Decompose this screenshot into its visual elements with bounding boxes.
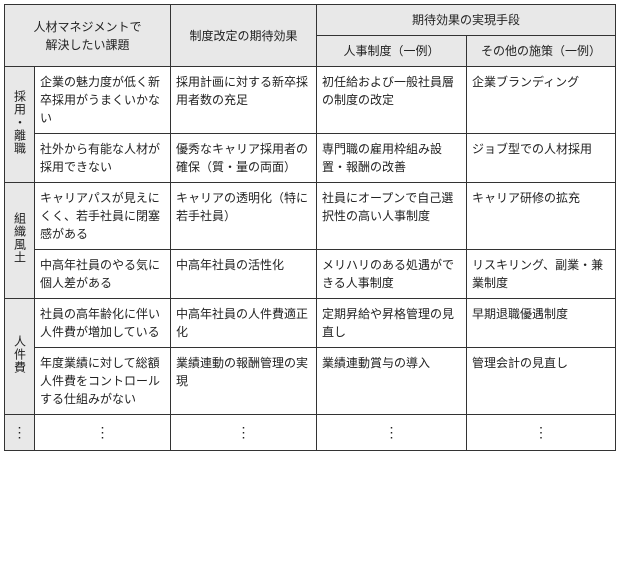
cell-issue: 社員の高年齢化に伴い人件費が増加している bbox=[35, 299, 171, 348]
cell-other: キャリア研修の拡充 bbox=[467, 183, 616, 250]
ellipsis-row: ⋮ ⋮ ⋮ ⋮ ⋮ bbox=[5, 415, 616, 451]
cell-other: リスキリング、副業・兼業制度 bbox=[467, 250, 616, 299]
cell-issue: 社外から有能な人材が採用できない bbox=[35, 134, 171, 183]
category-cell: 人件費 bbox=[5, 299, 35, 415]
hr-issues-table: 人材マネジメントで 解決したい課題 制度改定の期待効果 期待効果の実現手段 人事… bbox=[4, 4, 616, 451]
cell-hr: 定期昇給や昇格管理の見直し bbox=[317, 299, 467, 348]
cell-other: 管理会計の見直し bbox=[467, 348, 616, 415]
ellipsis-cell: ⋮ bbox=[35, 415, 171, 451]
cell-hr: 専門職の雇用枠組み設置・報酬の改善 bbox=[317, 134, 467, 183]
cell-effect: 優秀なキャリア採用者の確保（質・量の両面） bbox=[171, 134, 317, 183]
cell-issue: 年度業績に対して総額人件費をコントロールする仕組みがない bbox=[35, 348, 171, 415]
cell-hr: メリハリのある処遇ができる人事制度 bbox=[317, 250, 467, 299]
table-row: 採用・離職 企業の魅力度が低く新卒採用がうまくいかない 採用計画に対する新卒採用… bbox=[5, 67, 616, 134]
cell-effect: キャリアの透明化（特に若手社員） bbox=[171, 183, 317, 250]
ellipsis-cell: ⋮ bbox=[171, 415, 317, 451]
cell-issue: キャリアパスが見えにくく、若手社員に閉塞感がある bbox=[35, 183, 171, 250]
ellipsis-cell: ⋮ bbox=[317, 415, 467, 451]
cell-other: ジョブ型での人材採用 bbox=[467, 134, 616, 183]
header-hr: 人事制度（一例） bbox=[317, 36, 467, 67]
cell-effect: 中高年社員の人件費適正化 bbox=[171, 299, 317, 348]
header-effect: 制度改定の期待効果 bbox=[171, 5, 317, 67]
cell-issue: 企業の魅力度が低く新卒採用がうまくいかない bbox=[35, 67, 171, 134]
category-cell: 採用・離職 bbox=[5, 67, 35, 183]
table-row: 社外から有能な人材が採用できない 優秀なキャリア採用者の確保（質・量の両面） 専… bbox=[5, 134, 616, 183]
ellipsis-cell: ⋮ bbox=[5, 415, 35, 451]
cell-effect: 採用計画に対する新卒採用者数の充足 bbox=[171, 67, 317, 134]
table-row: 組織風土 キャリアパスが見えにくく、若手社員に閉塞感がある キャリアの透明化（特… bbox=[5, 183, 616, 250]
cell-effect: 業績連動の報酬管理の実現 bbox=[171, 348, 317, 415]
table-row: 年度業績に対して総額人件費をコントロールする仕組みがない 業績連動の報酬管理の実… bbox=[5, 348, 616, 415]
table-row: 人件費 社員の高年齢化に伴い人件費が増加している 中高年社員の人件費適正化 定期… bbox=[5, 299, 616, 348]
ellipsis-cell: ⋮ bbox=[467, 415, 616, 451]
cell-other: 早期退職優遇制度 bbox=[467, 299, 616, 348]
cell-issue: 中高年社員のやる気に個人差がある bbox=[35, 250, 171, 299]
cell-hr: 業績連動賞与の導入 bbox=[317, 348, 467, 415]
category-label: 人件費 bbox=[11, 335, 29, 374]
category-label: 組織風土 bbox=[11, 212, 29, 264]
cell-effect: 中高年社員の活性化 bbox=[171, 250, 317, 299]
cell-hr: 社員にオープンで自己選択性の高い人事制度 bbox=[317, 183, 467, 250]
table-row: 中高年社員のやる気に個人差がある 中高年社員の活性化 メリハリのある処遇ができる… bbox=[5, 250, 616, 299]
cell-hr: 初任給および一般社員層の制度の改定 bbox=[317, 67, 467, 134]
category-label: 採用・離職 bbox=[11, 90, 29, 155]
cell-other: 企業ブランディング bbox=[467, 67, 616, 134]
header-means-group: 期待効果の実現手段 bbox=[317, 5, 616, 36]
category-cell: 組織風土 bbox=[5, 183, 35, 299]
header-other: その他の施策（一例） bbox=[467, 36, 616, 67]
header-issue: 人材マネジメントで 解決したい課題 bbox=[5, 5, 171, 67]
